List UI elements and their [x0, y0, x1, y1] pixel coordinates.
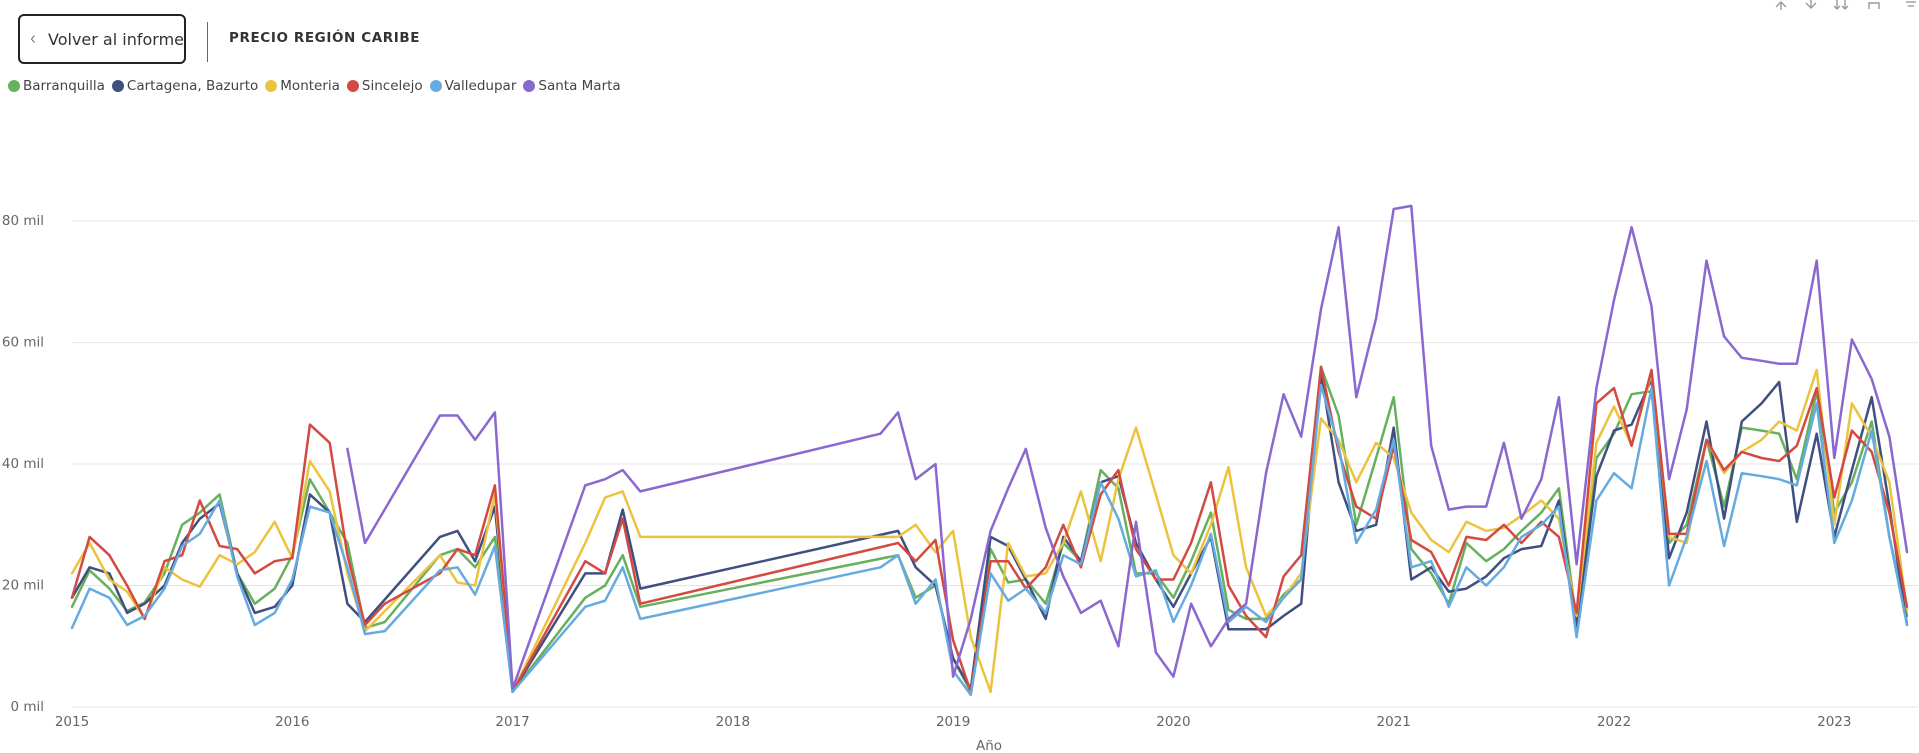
x-tick-label: 2018: [716, 714, 750, 730]
legend-marker: [523, 80, 536, 92]
y-tick-label: 20 mil: [2, 578, 44, 594]
series-line-valledupar[interactable]: [70, 383, 1909, 697]
legend-label: Sincelejo: [361, 78, 423, 94]
legend-label: Santa Marta: [538, 78, 621, 94]
x-tick-label: 2015: [55, 714, 89, 730]
drill-down-icon[interactable]: [1805, 0, 1817, 9]
page-title: PRECIO REGIÓN CARIBE: [229, 30, 421, 46]
legend-item[interactable]: Santa Marta: [523, 78, 621, 94]
filter-icon[interactable]: [1906, 1, 1916, 7]
chart-legend: Barranquilla Cartagena, Bazurto Monteria Si…: [8, 78, 628, 94]
y-tick-label: 60 mil: [2, 335, 44, 351]
expand-next-level-icon[interactable]: [1833, 0, 1849, 10]
legend-item[interactable]: Monteria: [265, 78, 340, 94]
chevron-left-icon: [30, 35, 35, 43]
series-group: [70, 204, 1909, 697]
legend-marker: [8, 80, 20, 92]
x-tick-label: 2023: [1817, 714, 1851, 730]
legend-label: Monteria: [280, 78, 340, 94]
x-tick-label: 2022: [1597, 714, 1631, 730]
legend-label: Barranquilla: [23, 78, 105, 94]
legend-label: Cartagena, Bazurto: [126, 78, 259, 94]
x-axis-title: Año: [976, 738, 1002, 753]
back-to-report-button[interactable]: Volver al informe: [18, 14, 186, 64]
legend-marker: [111, 80, 124, 92]
legend-item[interactable]: Valledupar: [429, 78, 517, 94]
y-tick-label: 0 mil: [10, 699, 44, 715]
x-tick-label: 2020: [1156, 714, 1190, 730]
legend-label: Valledupar: [444, 78, 517, 94]
legend-marker: [346, 80, 359, 92]
x-tick-label: 2019: [936, 714, 970, 730]
x-tick-label: 2017: [495, 714, 529, 730]
legend-marker: [429, 80, 442, 92]
y-tick-label: 80 mil: [2, 213, 44, 229]
series-line-santa-marta[interactable]: [346, 204, 1909, 691]
x-tick-label: 2016: [275, 714, 309, 730]
legend-item[interactable]: Cartagena, Bazurto: [111, 78, 259, 94]
y-tick-label: 40 mil: [2, 456, 44, 472]
expand-hierarchy-icon[interactable]: [1868, 2, 1880, 9]
legend-item[interactable]: Barranquilla: [8, 78, 105, 94]
x-tick-label: 2021: [1377, 714, 1411, 730]
series-line-sincelejo[interactable]: [70, 365, 1909, 694]
legend-marker: [265, 80, 278, 92]
drill-up-icon[interactable]: [1775, 1, 1787, 10]
legend-item[interactable]: Sincelejo: [346, 78, 423, 94]
header-divider: [207, 22, 208, 62]
back-button-label: Volver al informe: [48, 29, 184, 49]
series-line-barranquilla[interactable]: [70, 365, 1909, 694]
visual-toolbar: [1775, 0, 1916, 10]
